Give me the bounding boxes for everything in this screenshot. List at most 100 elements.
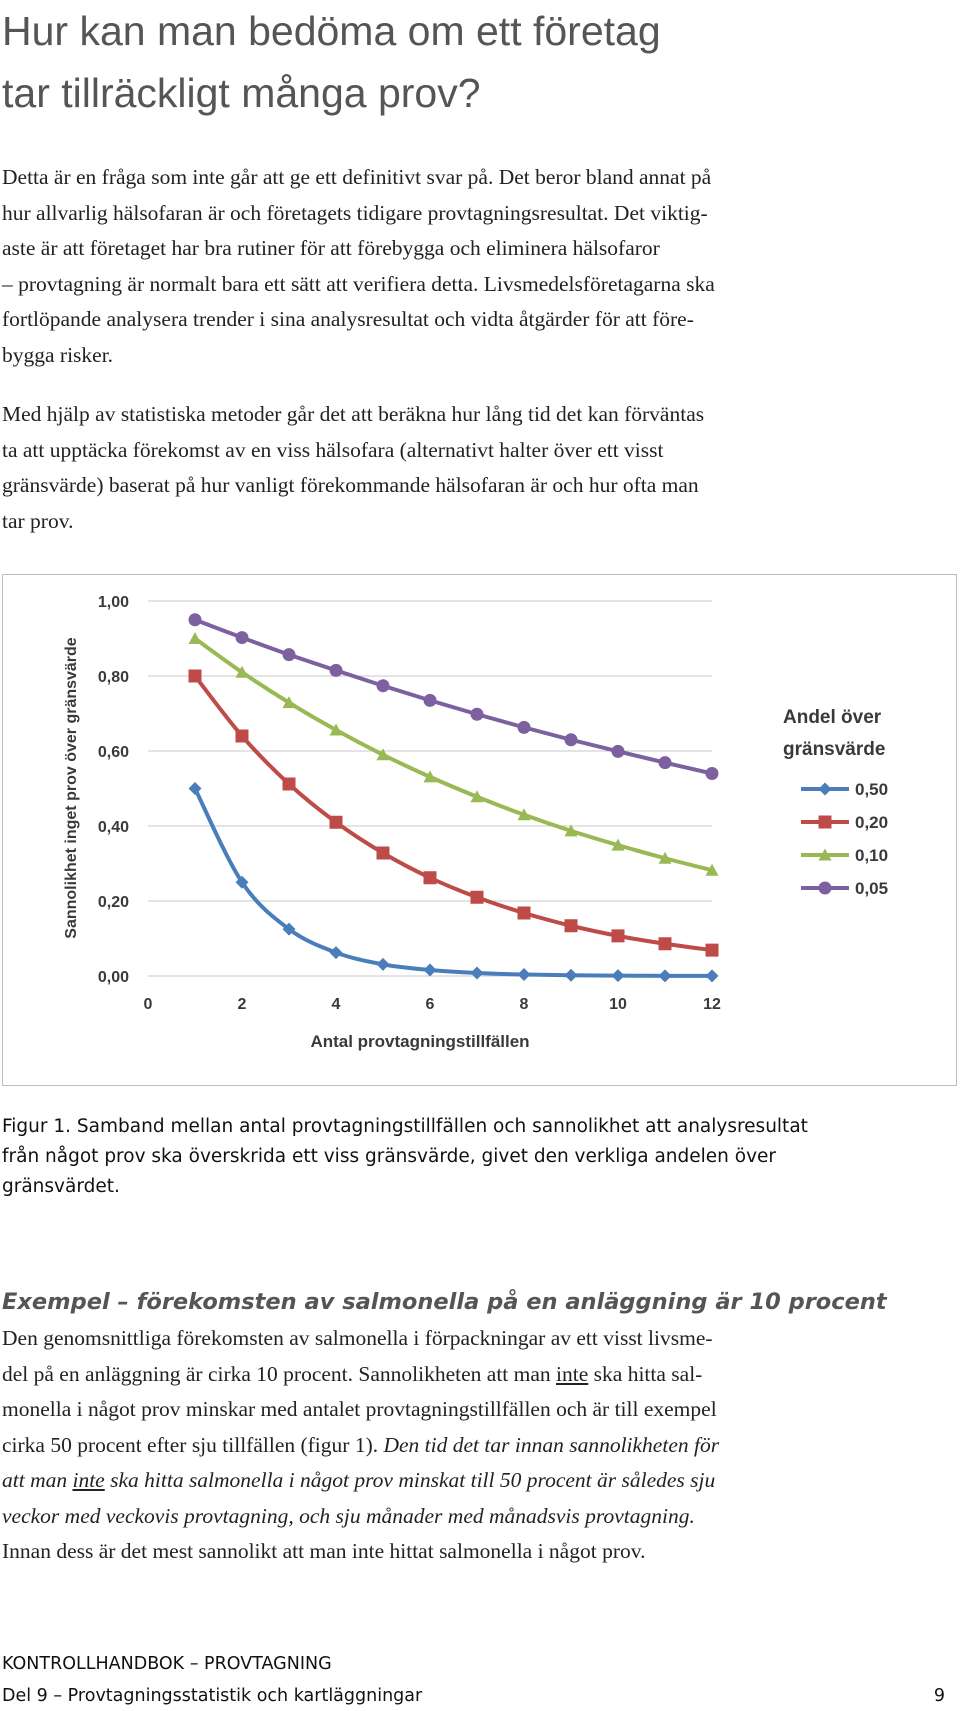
- data-point: [470, 890, 484, 904]
- legend-marker: [818, 848, 832, 861]
- data-point: [376, 748, 390, 761]
- data-point: [658, 969, 672, 983]
- text-line: Med hjälp av statistiska metoder går det…: [2, 402, 705, 426]
- text-line: gränsvärde) baserat på hur vanligt förek…: [2, 473, 699, 497]
- underlined-word: inte: [556, 1361, 589, 1386]
- data-point: [329, 946, 343, 960]
- data-point: [376, 846, 390, 860]
- data-point: [517, 968, 531, 981]
- data-point: [564, 968, 578, 982]
- data-point: [705, 767, 719, 780]
- data-point: [470, 707, 484, 721]
- legend-marker: [818, 815, 832, 829]
- italic-run: Den tid det tar innan sannolikheten för: [383, 1432, 720, 1457]
- figure-1: 0 2 4 6 8 10 12 0,00 0,20 0,40 0,60 0,80 1,00 Antal…: [2, 574, 957, 1086]
- text-line: monella i något prov minskar med antalet…: [2, 1397, 717, 1421]
- data-point: [423, 963, 437, 977]
- x-tick-label: 4: [332, 996, 341, 1013]
- page-title-line-2: tar tillräckligt många prov?: [2, 70, 481, 116]
- caption-line: Figur 1. Samband mellan antal provtagnin…: [2, 1116, 808, 1137]
- series-line: [194, 617, 713, 776]
- text-line: del på en anläggning är cirka 10 procent…: [2, 1357, 937, 1393]
- data-point: [705, 943, 719, 957]
- legend-label: 0,20: [855, 813, 888, 832]
- text-run: ska hitta sal-: [588, 1361, 703, 1386]
- footer-title: KONTROLLHANDBOK – PROVTAGNING: [2, 1654, 332, 1674]
- legend-marker: [818, 782, 832, 796]
- figure-caption: Figur 1. Samband mellan antal provtagnin…: [2, 1112, 942, 1202]
- x-tick-label: 6: [426, 996, 435, 1013]
- text-run: del på en anläggning är cirka 10 procent…: [2, 1361, 557, 1386]
- legend-item: 0,05: [801, 879, 888, 898]
- caption-line: från något prov ska överskrida ett viss …: [2, 1146, 777, 1167]
- data-point: [282, 777, 296, 791]
- data-point: [564, 733, 578, 747]
- page-number: 9: [933, 1686, 945, 1706]
- data-point: [470, 790, 484, 803]
- caption-line: gränsvärdet.: [2, 1176, 120, 1197]
- x-tick-label: 12: [703, 996, 721, 1013]
- data-point: [705, 969, 719, 983]
- text-line: bygga risker.: [2, 342, 114, 367]
- italic-run: ska hitta salmonella i något prov minska…: [104, 1468, 716, 1492]
- data-point: [329, 815, 343, 829]
- data-point: [188, 613, 202, 627]
- series-3: [188, 613, 719, 780]
- series-line: [193, 787, 713, 978]
- y-tick-label: 0,80: [98, 669, 129, 686]
- data-point: [376, 679, 390, 693]
- data-point: [423, 693, 437, 707]
- data-point: [611, 838, 625, 851]
- x-tick-label: 2: [238, 996, 247, 1013]
- text-line: aste är att företaget har bra rutiner fö…: [2, 236, 660, 260]
- data-point: [188, 632, 202, 644]
- footer-section: Del 9 – Provtagningsstatistik och kartlä…: [2, 1686, 423, 1706]
- underlined-word: inte: [72, 1468, 105, 1492]
- text-line: Den genomsnittliga förekomsten av salmon…: [2, 1326, 713, 1350]
- data-point: [282, 696, 296, 709]
- y-tick-label: 1,00: [98, 594, 129, 611]
- legend-label: 0,50: [855, 780, 888, 799]
- text-line: veckor med veckovis provtagning, och sju…: [2, 1503, 695, 1528]
- text-run: cirka 50 procent efter sju tillfällen (f…: [2, 1432, 384, 1457]
- data-point: [611, 744, 625, 758]
- data-point: [235, 631, 249, 645]
- data-point: [564, 824, 578, 837]
- legend-title-line-2: gränsvärde: [783, 739, 885, 760]
- chart-series: [188, 613, 719, 983]
- text-line: Innan dess är det mest sannolikt att man…: [2, 1539, 646, 1563]
- page-title: Hur kan man bedöma om ett företag tar ti…: [2, 0, 942, 124]
- data-point: [658, 937, 672, 951]
- data-point: [564, 919, 578, 933]
- data-point: [188, 669, 202, 683]
- x-tick-label: 10: [609, 996, 627, 1013]
- data-point: [235, 875, 249, 889]
- x-tick-label: 8: [520, 996, 529, 1013]
- text-line: ta att upptäcka förekomst av en viss häl…: [2, 437, 664, 462]
- chart-grid: [148, 600, 712, 977]
- data-point: [376, 957, 390, 971]
- y-tick-label: 0,00: [98, 969, 129, 986]
- data-point: [282, 922, 296, 936]
- y-tick-labels: 0,00 0,20 0,40 0,60 0,80 1,00: [98, 594, 129, 986]
- legend-item: 0,20: [801, 813, 888, 832]
- data-point: [423, 871, 437, 885]
- chart-legend: Andel över gränsvärde 0,50 0,20 0,10 0,05: [783, 707, 888, 898]
- series-0: [188, 782, 719, 983]
- series-1: [188, 669, 719, 957]
- legend-item: 0,10: [801, 846, 888, 865]
- data-point: [658, 756, 672, 770]
- example-paragraph: Den genomsnittliga förekomsten av salmon…: [2, 1321, 937, 1570]
- data-point: [235, 665, 249, 678]
- legend-label: 0,10: [855, 846, 888, 865]
- italic-run: att man: [2, 1468, 73, 1492]
- method-paragraph: Med hjälp av statistiska metoder går det…: [2, 397, 937, 539]
- y-tick-label: 0,20: [98, 894, 129, 911]
- page-title-line-1: Hur kan man bedöma om ett företag: [2, 8, 661, 54]
- data-point: [705, 863, 719, 876]
- series-line: [193, 674, 713, 953]
- legend-item: 0,50: [801, 780, 888, 799]
- text-line: – provtagning är normalt bara ett sätt a…: [2, 271, 715, 296]
- data-point: [329, 723, 343, 736]
- probability-chart: 0 2 4 6 8 10 12 0,00 0,20 0,40 0,60 0,80 1,00 Antal…: [63, 594, 888, 1051]
